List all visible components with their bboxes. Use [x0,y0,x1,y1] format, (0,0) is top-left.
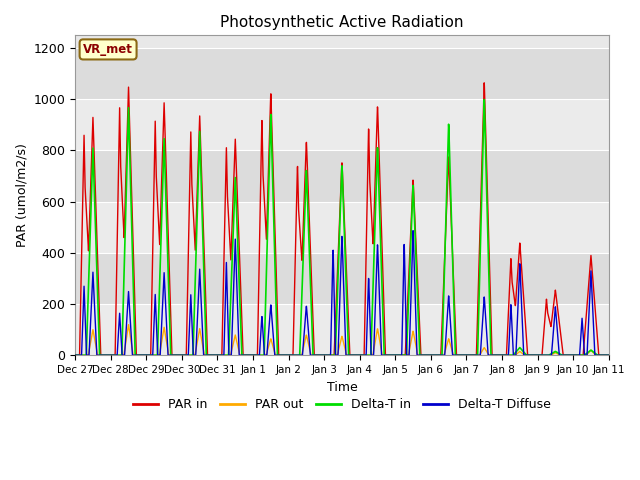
Y-axis label: PAR (umol/m2/s): PAR (umol/m2/s) [15,144,28,247]
Bar [75,253,609,304]
Bar [75,151,609,202]
X-axis label: Time: Time [326,381,357,394]
Bar [75,99,609,151]
Title: Photosynthetic Active Radiation: Photosynthetic Active Radiation [220,15,464,30]
Bar [75,48,609,99]
Bar [75,304,609,355]
Bar [75,202,609,253]
Text: VR_met: VR_met [83,43,133,56]
Legend: PAR in, PAR out, Delta-T in, Delta-T Diffuse: PAR in, PAR out, Delta-T in, Delta-T Dif… [128,393,556,416]
